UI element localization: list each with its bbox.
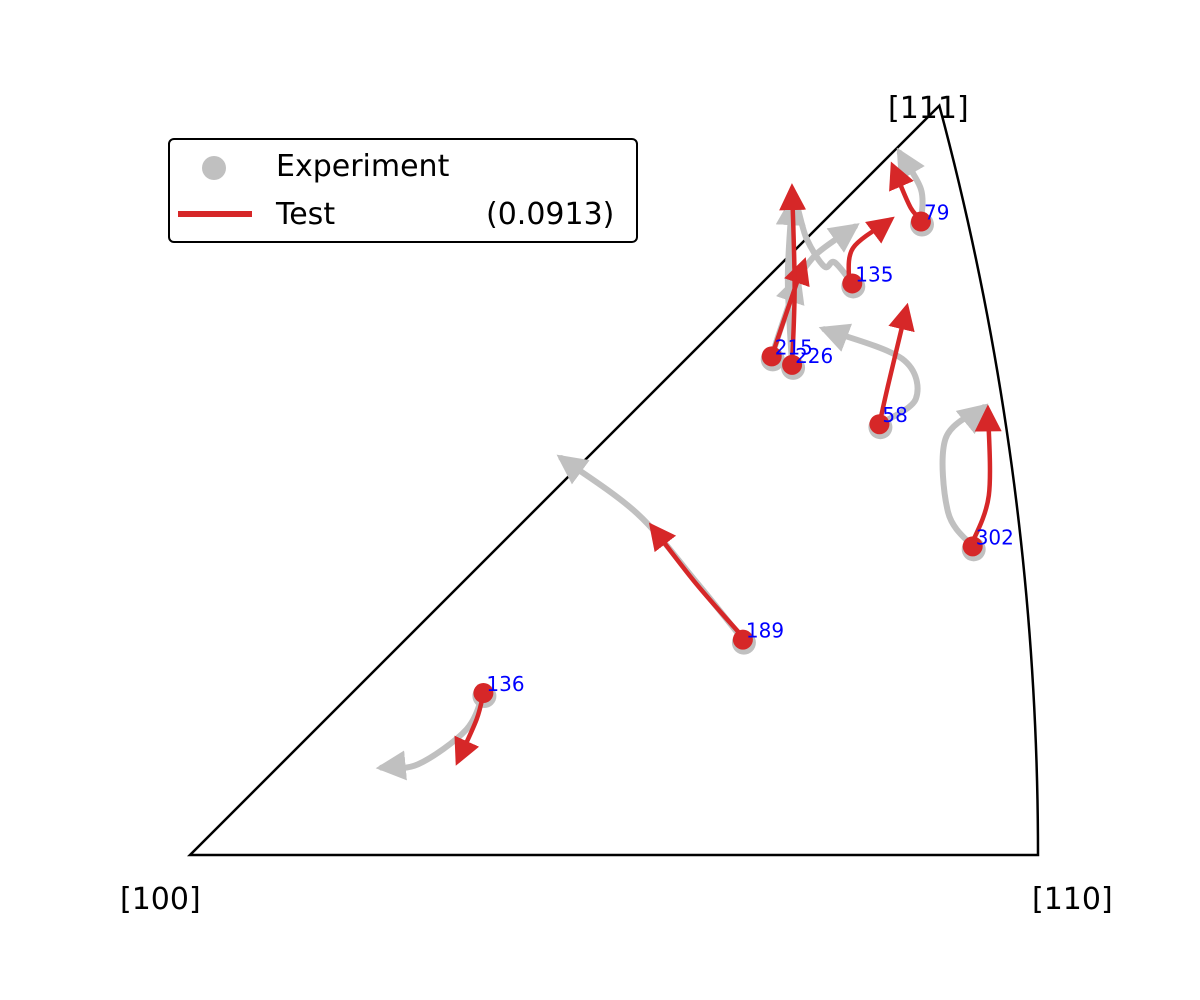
grain-label-302: 302 <box>976 525 1014 549</box>
test-point-136 <box>473 683 494 704</box>
grain-label-226: 226 <box>795 344 833 368</box>
test-point-226 <box>782 354 803 375</box>
test-path-226 <box>779 183 807 368</box>
legend-experiment-marker <box>202 156 226 180</box>
experiment-path-136 <box>375 690 487 781</box>
grain-label-136: 136 <box>486 672 524 696</box>
test-path-189 <box>648 522 746 640</box>
stereographic-triangle-boundary <box>186 103 1040 857</box>
experiment-path-302 <box>939 403 989 550</box>
corner-label-110: [110] <box>1032 882 1113 917</box>
test-point-79 <box>910 211 931 232</box>
legend-test-line <box>178 211 252 217</box>
test-point-189 <box>732 629 753 650</box>
test-path-215 <box>769 257 810 359</box>
experiment-path-189 <box>556 454 746 643</box>
test-point-58 <box>869 414 890 435</box>
grain-label-189: 189 <box>746 619 784 643</box>
legend-test-score: (0.0913) <box>486 197 615 232</box>
legend: Experiment Test (0.0913) <box>168 138 638 243</box>
test-point-215 <box>761 346 782 367</box>
corner-label-111: [111] <box>888 91 969 126</box>
grain-label-58: 58 <box>882 403 907 427</box>
legend-test-label: Test <box>276 197 336 232</box>
corner-label-100: [100] <box>120 882 201 917</box>
grain-label-79: 79 <box>924 201 949 225</box>
test-point-302 <box>962 536 983 557</box>
experiment-paths <box>375 147 989 781</box>
grain-label-215: 215 <box>775 335 813 359</box>
test-path-135 <box>846 216 895 284</box>
test-point-135 <box>842 273 863 294</box>
test-path-302 <box>967 404 1002 550</box>
test-paths <box>454 161 1002 766</box>
experiment-path-58 <box>818 323 921 428</box>
grain-label-135: 135 <box>855 262 893 286</box>
legend-experiment-label: Experiment <box>276 149 450 184</box>
